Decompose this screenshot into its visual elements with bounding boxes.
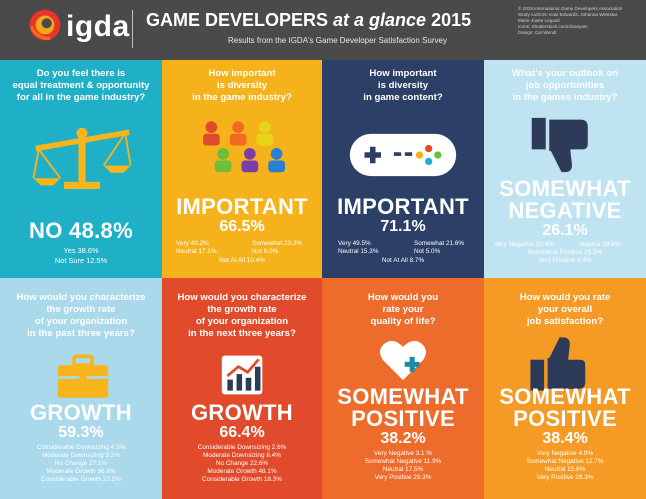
- stat-row: Not At All 10.4%: [219, 257, 265, 264]
- stat-row: Moderate Growth 48.1%: [207, 468, 277, 475]
- credit-line: Study Authors: Kate Edwards, Johanna Wes…: [518, 12, 619, 17]
- panel-question: How would you rate your quality of life?: [367, 292, 439, 327]
- thumbs-down-icon: [531, 117, 588, 173]
- stat-row: Very Positive 29.3%: [374, 474, 432, 481]
- stat-row: Not At All 8.7%: [381, 257, 425, 264]
- credit-line: Marie-Josée Legault: [518, 18, 560, 23]
- panel-equal-treatment: Do you feel there is equal treatment & op…: [0, 60, 162, 278]
- thumbs-up-icon: [530, 337, 586, 391]
- stat-row: Somewhat Negative 11.9%: [364, 458, 442, 465]
- panel-question: How would you rate your overall job satisf…: [519, 292, 611, 327]
- title-year: 2015: [431, 10, 472, 30]
- stat-col-right: Somewhat 23.3% Not 6.0%: [252, 240, 303, 255]
- stat-row: Neutral 17.5%: [382, 466, 424, 473]
- stat-row: Yes 38.6%: [63, 246, 99, 255]
- panel-percent: 59.3%: [58, 424, 104, 441]
- stat-row: Neutral 15.6%: [544, 466, 586, 473]
- panel-percent: 38.4%: [542, 430, 588, 447]
- panel-headline: NO 48.8%: [29, 218, 133, 243]
- panel-headline: IMPORTANT: [176, 194, 308, 219]
- stat-row: Very Negative 4.9%: [536, 450, 594, 457]
- header-divider: [132, 10, 133, 48]
- stat-col-right: Neutral 29.9%: [580, 241, 621, 248]
- igda-logo-icon: [29, 9, 61, 41]
- panel-question: How important is diversity in the game ind…: [192, 68, 292, 103]
- stat-row: Moderate Downsizing 9.2%: [42, 452, 120, 459]
- panel-headline: SOMEWHAT POSITIVE: [337, 384, 469, 431]
- panel-percent: 66.4%: [219, 424, 265, 441]
- panel-headline: IMPORTANT: [337, 194, 469, 219]
- panel-job-outlook: What's your outlook on job opportunities i…: [484, 60, 646, 278]
- panel-quality-of-life: How would you rate your quality of life? S…: [322, 278, 484, 499]
- credit-line: Design: Cat Wendt: [518, 30, 557, 35]
- stat-row: Very Negative 3.1 %: [374, 450, 432, 457]
- panel-percent: 66.5%: [219, 218, 265, 235]
- credit-line: © 2015 International Game Developers Ass…: [518, 6, 623, 11]
- stat-row: Not Sure 12.5%: [54, 256, 108, 265]
- stat-row: Considerable Downsizing 4.5%: [36, 444, 126, 451]
- heart-plus-icon: [380, 340, 426, 381]
- logo-text: igda: [66, 10, 130, 43]
- briefcase-icon: [57, 354, 109, 398]
- panel-percent: 71.1%: [380, 218, 426, 235]
- panel-job-satisfaction: How would you rate your overall job satisf…: [484, 278, 646, 499]
- stat-row: Very Positive 28.3%: [536, 474, 594, 481]
- panel-headline: SOMEWHAT NEGATIVE: [499, 176, 631, 223]
- balance-scale-icon: [32, 127, 132, 189]
- page-title: GAME DEVELOPERS at a glance 2015: [146, 10, 471, 31]
- panel-diversity-content: How important is diversity in game content…: [322, 60, 484, 278]
- panel-question: Do you feel there is equal treatment & op…: [12, 68, 150, 103]
- panel-percent: 26.1%: [542, 222, 588, 239]
- panel-headline: GROWTH: [29, 400, 132, 425]
- panel-percent: 38.2%: [380, 430, 426, 447]
- stat-row: Very Positive 8.4%: [538, 257, 592, 264]
- header: igda GAME DEVELOPERS at a glance 2015 Re…: [0, 0, 646, 60]
- panel-diversity-industry: How important is diversity in the game ind…: [162, 60, 322, 278]
- credits: © 2015 International Game Developers Ass…: [518, 6, 642, 36]
- game-controller-icon: [349, 133, 457, 177]
- stat-row: No Change 27.1%: [54, 460, 108, 467]
- stat-row: No Change 22.6%: [215, 460, 269, 467]
- stat-row: Considerable Growth 22.5%: [41, 476, 121, 483]
- diverse-people-icon: [203, 121, 285, 173]
- growth-chart-icon: [221, 355, 263, 395]
- stat-col-left: Very Negative 10.4%: [494, 241, 554, 248]
- panel-headline: GROWTH: [190, 400, 293, 425]
- stat-col-left: Very 49.5% Neutral 15.3%: [338, 240, 379, 255]
- stat-row: Considerable Growth 18.3%: [202, 476, 282, 483]
- stat-row: Considerable Downsizing 2.6%: [197, 444, 287, 451]
- stat-col-left: Very 43.2% Neutral 17.1%: [176, 240, 217, 255]
- panel-growth-past: How would you characterize the growth rat…: [0, 278, 162, 499]
- credit-line: Icons: Shutterstock.com/Aboeyam: [518, 24, 588, 29]
- stat-row: Moderate Growth 36.8%: [46, 468, 116, 475]
- stat-col-right: Somewhat 21.6% Not 5.0%: [414, 240, 465, 255]
- page-subtitle: Results from the IGDA's Game Developer S…: [228, 36, 447, 45]
- title-main: GAME DEVELOPERS: [146, 10, 334, 30]
- panel-question: How would you characterize the growth rat…: [177, 292, 307, 339]
- panel-growth-next: How would you characterize the growth rat…: [162, 278, 322, 499]
- panel-question: How would you characterize the growth rat…: [16, 292, 146, 339]
- panel-question: How important is diversity in game content…: [363, 68, 443, 103]
- stat-row: Moderate Downsizing 8.4%: [203, 452, 281, 459]
- stat-row: Somewhat Negative 12.7%: [526, 458, 604, 465]
- panel-headline: SOMEWHAT POSITIVE: [499, 384, 631, 431]
- stat-row: Somewhat Positive 25.3%: [527, 249, 603, 256]
- panel-question: What's your outlook on job opportunities i…: [511, 68, 619, 103]
- title-italic: at a glance: [333, 10, 432, 30]
